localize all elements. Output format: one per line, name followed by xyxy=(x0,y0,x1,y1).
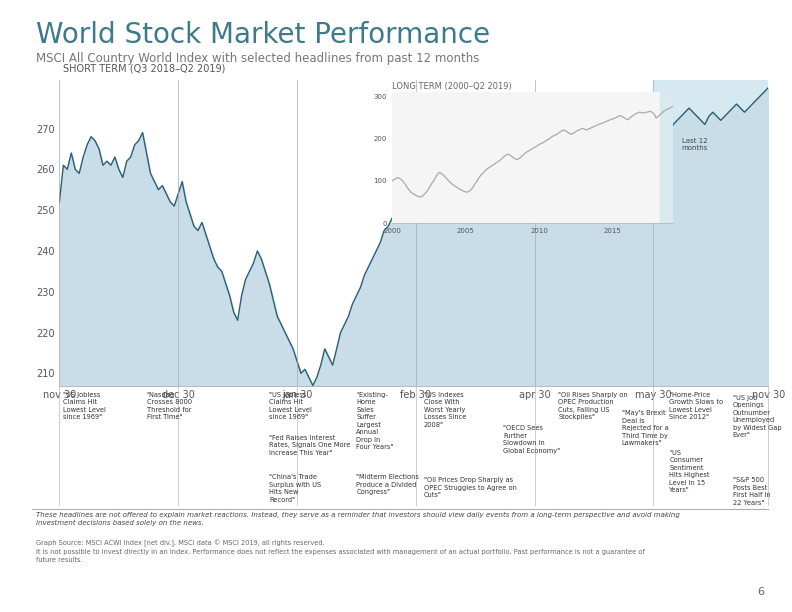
Text: "Nasdaq
Crosses 8000
Threshold for
First Time": "Nasdaq Crosses 8000 Threshold for First… xyxy=(147,392,192,420)
Text: "China's Trade
Surplus with US
Hits New
Record": "China's Trade Surplus with US Hits New … xyxy=(269,474,322,503)
Text: These headlines are not offered to explain market reactions. Instead, they serve: These headlines are not offered to expla… xyxy=(36,512,680,526)
Text: "May's Brexit
Deal Is
Rejected for a
Third Time by
Lawmakers": "May's Brexit Deal Is Rejected for a Thi… xyxy=(622,410,668,446)
Text: 6: 6 xyxy=(757,587,764,597)
Text: "US Jobless
Claims Hit
Lowest Level
since 1969": "US Jobless Claims Hit Lowest Level sinc… xyxy=(63,392,106,420)
Text: "US
Consumer
Sentiment
Hits Highest
Level In 15
Years": "US Consumer Sentiment Hits Highest Leve… xyxy=(669,450,710,493)
Text: Graph Source: MSCI ACWI Index [net div.]. MSCI data © MSCI 2019, all rights rese: Graph Source: MSCI ACWI Index [net div.]… xyxy=(36,540,645,563)
Text: "US Indexes
Close With
Worst Yearly
Losses Since
2008": "US Indexes Close With Worst Yearly Loss… xyxy=(424,392,466,428)
Text: "US Jobless
Claims Hit
Lowest Level
since 1969": "US Jobless Claims Hit Lowest Level sinc… xyxy=(269,392,312,420)
Text: "Existing-
Home
Sales
Suffer
Largest
Annual
Drop In
Four Years": "Existing- Home Sales Suffer Largest Ann… xyxy=(356,392,394,450)
Text: "S&P 500
Posts Best
First Half In
22 Years": "S&P 500 Posts Best First Half In 22 Yea… xyxy=(733,477,771,506)
Bar xyxy=(653,80,768,386)
Text: "OECD Sees
Further
Slowdown In
Global Economy": "OECD Sees Further Slowdown In Global Ec… xyxy=(503,425,560,454)
Text: "Midterm Elections
Produce a Divided
Congress": "Midterm Elections Produce a Divided Con… xyxy=(356,474,419,495)
Text: World Stock Market Performance: World Stock Market Performance xyxy=(36,21,489,50)
Text: "Fed Raises Interest
Rates, Signals One More
Increase This Year": "Fed Raises Interest Rates, Signals One … xyxy=(269,435,351,455)
Text: "Oil Prices Drop Sharply as
OPEC Struggles to Agree on
Cuts": "Oil Prices Drop Sharply as OPEC Struggl… xyxy=(424,477,516,498)
Bar xyxy=(660,92,673,223)
Text: "Home-Price
Growth Slows to
Lowest Level
Since 2012": "Home-Price Growth Slows to Lowest Level… xyxy=(669,392,723,420)
Text: LONG TERM (2000–Q2 2019): LONG TERM (2000–Q2 2019) xyxy=(392,82,512,91)
Text: MSCI All Country World Index with selected headlines from past 12 months: MSCI All Country World Index with select… xyxy=(36,52,479,65)
Text: SHORT TERM (Q3 2018–Q2 2019): SHORT TERM (Q3 2018–Q2 2019) xyxy=(63,64,225,73)
Text: "Oil Rises Sharply on
OPEC Production
Cuts, Falling US
Stockpiles": "Oil Rises Sharply on OPEC Production Cu… xyxy=(558,392,628,420)
Text: Last 12
months: Last 12 months xyxy=(682,138,708,151)
Text: "US Job
Openings
Outnumber
Unemployed
by Widest Gap
Ever": "US Job Openings Outnumber Unemployed by… xyxy=(733,395,781,438)
